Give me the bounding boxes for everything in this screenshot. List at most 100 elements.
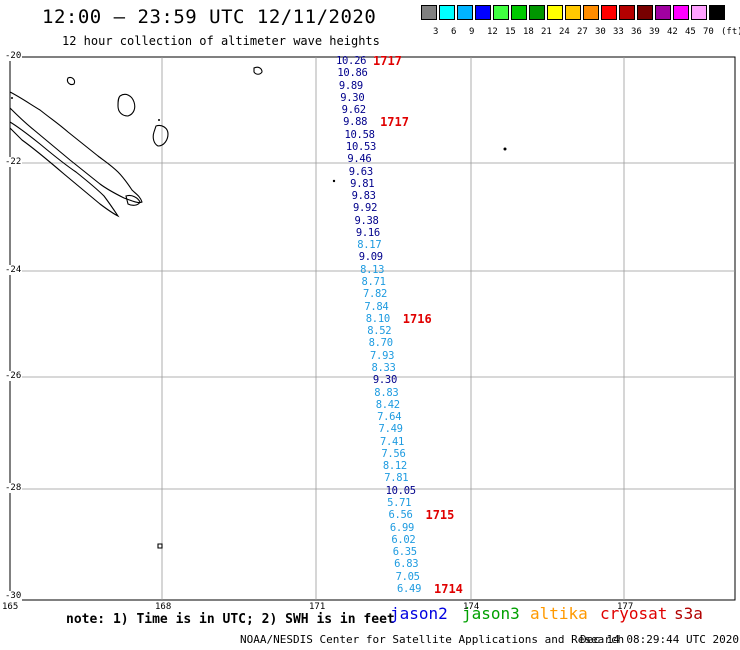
legend-swatch bbox=[547, 5, 563, 20]
wave-height-value: 6.49 bbox=[397, 583, 422, 595]
legend-label: 36 bbox=[631, 27, 642, 37]
legend-label: 39 bbox=[649, 27, 660, 37]
legend-label: 3 bbox=[433, 27, 439, 37]
legend-swatch bbox=[475, 5, 491, 20]
legend-label: (ft) bbox=[721, 27, 740, 37]
legend-label: 6 bbox=[451, 27, 457, 37]
wave-height-value: 9.62 bbox=[341, 104, 366, 117]
wave-height-value: 8.42 bbox=[375, 398, 400, 411]
wave-height-value: 6.35 bbox=[392, 546, 417, 559]
wave-height-value: 9.46 bbox=[347, 153, 372, 166]
wave-height-value: 9.09 bbox=[358, 251, 383, 264]
track-time-label: 1717 bbox=[373, 54, 402, 68]
lon-label: 171 bbox=[309, 602, 326, 612]
track-time-label: 1715 bbox=[425, 508, 455, 523]
lat-label: -28 bbox=[4, 483, 23, 493]
wave-height-value: 7.56 bbox=[381, 447, 406, 460]
legend-swatch bbox=[619, 5, 635, 20]
map-frame bbox=[9, 56, 736, 601]
wave-height-value: 8.12 bbox=[382, 460, 407, 473]
wave-height-value: 9.83 bbox=[351, 190, 376, 203]
track-time-label: 1716 bbox=[402, 311, 432, 326]
legend-swatch bbox=[583, 5, 599, 20]
wave-height-value: 10.58 bbox=[344, 128, 375, 141]
wave-height-value: 10.53 bbox=[345, 140, 377, 153]
lon-label: 174 bbox=[463, 602, 480, 612]
wave-height-value: 9.30 bbox=[372, 374, 397, 387]
wave-height-value: 8.10 bbox=[365, 312, 390, 325]
wave-height-value: 7.93 bbox=[370, 349, 395, 362]
legend-swatch bbox=[673, 5, 689, 20]
legend-swatch bbox=[709, 5, 725, 20]
legend-label: 15 bbox=[505, 27, 516, 37]
small-islands bbox=[11, 97, 507, 183]
legend-label: 27 bbox=[577, 27, 588, 37]
wave-height-value: 8.71 bbox=[361, 276, 386, 289]
page-subtitle: 12 hour collection of altimeter wave hei… bbox=[62, 34, 380, 48]
sat-label-altika: altika bbox=[530, 604, 588, 623]
legend-label: 70 bbox=[703, 27, 714, 37]
legend-swatch bbox=[493, 5, 509, 20]
legend-label: 30 bbox=[595, 27, 606, 37]
legend-swatch bbox=[457, 5, 473, 20]
lat-label: -26 bbox=[4, 371, 23, 381]
coastline-new-caledonia bbox=[9, 66, 263, 549]
wave-height-value: 7.82 bbox=[362, 288, 388, 301]
sat-label-cryosat: cryosat bbox=[600, 604, 668, 623]
legend-swatch bbox=[655, 5, 671, 20]
legend-label: 24 bbox=[559, 27, 570, 37]
legend-label: 21 bbox=[541, 27, 552, 37]
wave-height-value: 8.70 bbox=[368, 337, 393, 350]
track-time-label: 1714 bbox=[434, 582, 463, 596]
wave-height-value: 10.05 bbox=[385, 484, 416, 497]
wave-height-value: 8.52 bbox=[367, 325, 392, 338]
track-time-label: 1717 bbox=[380, 115, 409, 130]
wave-height-value: 8.13 bbox=[360, 263, 385, 276]
wave-height-value: 6.83 bbox=[394, 558, 419, 571]
wave-height-value: 7.41 bbox=[379, 435, 405, 448]
sat-label-s3a: s3a bbox=[674, 604, 703, 623]
lon-label: 168 bbox=[155, 602, 172, 612]
legend-label: 18 bbox=[523, 27, 534, 37]
legend-swatch bbox=[529, 5, 545, 20]
wave-height-value: 7.84 bbox=[364, 300, 389, 313]
lon-label: 165 bbox=[2, 602, 19, 612]
legend-label: 42 bbox=[667, 27, 678, 37]
credit-line: NOAA/NESDIS Center for Satellite Applica… bbox=[240, 633, 625, 646]
wave-height-value: 9.63 bbox=[348, 165, 373, 178]
lon-label: 177 bbox=[617, 602, 634, 612]
legend-label: 45 bbox=[685, 27, 696, 37]
lat-label: -20 bbox=[4, 51, 23, 61]
sat-label-jason2: jason2 bbox=[390, 604, 448, 623]
page-title: 12:00 – 23:59 UTC 12/11/2020 bbox=[42, 6, 377, 28]
lat-label: -24 bbox=[4, 265, 23, 275]
legend-swatch bbox=[565, 5, 581, 20]
wave-height-value: 8.33 bbox=[371, 361, 396, 374]
legend-swatch bbox=[691, 5, 707, 20]
generated-timestamp: Dec 14 08:29:44 UTC 2020 bbox=[580, 633, 739, 646]
wave-height-value: 7.05 bbox=[395, 570, 420, 583]
lat-label: -30 bbox=[4, 591, 23, 601]
wave-height-value: 10.26 bbox=[336, 55, 367, 67]
map-grid bbox=[10, 57, 735, 600]
legend-swatch bbox=[637, 5, 653, 20]
legend-swatch bbox=[511, 5, 527, 20]
wave-height-value: 9.88 bbox=[343, 116, 368, 129]
wave-height-value: 7.81 bbox=[384, 472, 409, 485]
wave-height-value: 9.81 bbox=[350, 177, 375, 190]
wave-height-value: 10.86 bbox=[337, 67, 368, 80]
wave-height-value: 9.38 bbox=[354, 214, 379, 227]
wave-height-value: 9.92 bbox=[353, 202, 378, 215]
wave-height-value: 9.16 bbox=[355, 226, 380, 239]
legend-swatch bbox=[601, 5, 617, 20]
legend-label: 33 bbox=[613, 27, 624, 37]
legend-swatch bbox=[439, 5, 455, 20]
wave-height-value: 6.99 bbox=[389, 521, 414, 534]
wave-height-value: 6.56 bbox=[388, 509, 413, 522]
wave-height-value: 8.83 bbox=[374, 386, 399, 399]
wave-height-value: 8.17 bbox=[357, 239, 382, 252]
wave-height-value: 9.30 bbox=[340, 91, 365, 104]
wave-height-value: 7.64 bbox=[377, 411, 402, 424]
